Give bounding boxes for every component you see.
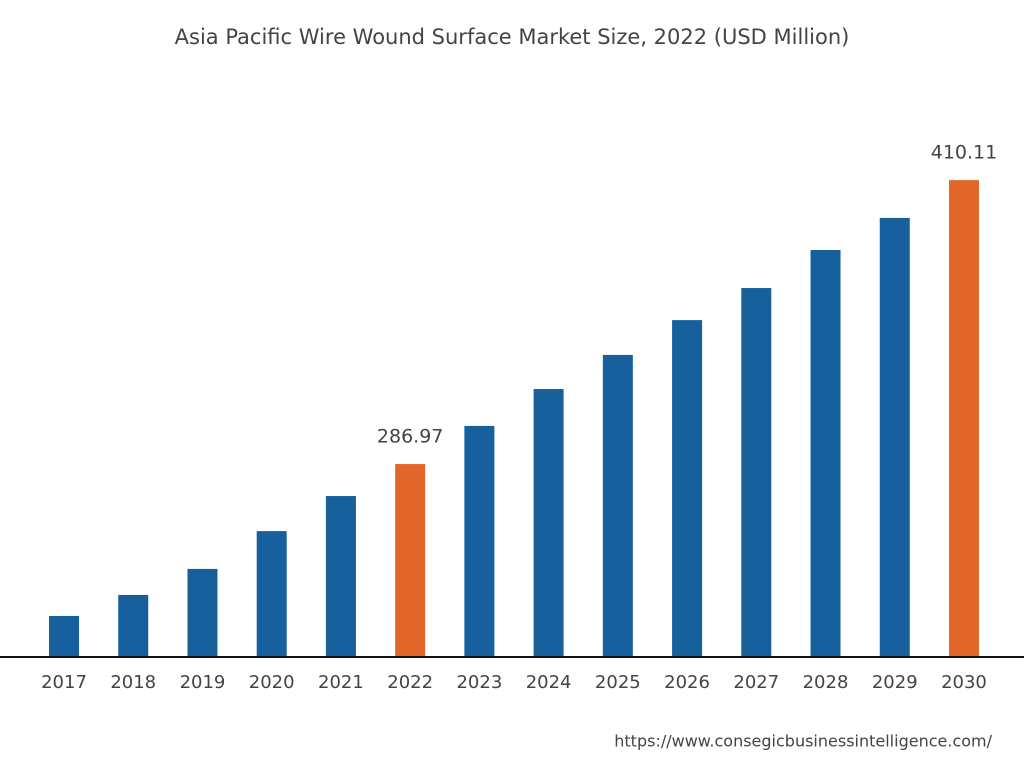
x-tick-label: 2028 (803, 672, 849, 693)
bar (602, 354, 633, 657)
x-tick-label: 2020 (249, 672, 295, 693)
bar (325, 496, 356, 657)
x-tick-label: 2021 (318, 672, 364, 693)
x-tick-label: 2025 (595, 672, 641, 693)
bar (810, 249, 841, 657)
bar (187, 568, 218, 657)
x-tick-label: 2022 (387, 672, 433, 693)
bar (118, 594, 149, 657)
x-tick-label: 2018 (110, 672, 156, 693)
bar (49, 615, 80, 657)
x-tick-label: 2017 (41, 672, 87, 693)
x-tick-label: 2029 (872, 672, 918, 693)
bar (672, 320, 703, 657)
x-tick-label: 2026 (664, 672, 710, 693)
bar (395, 464, 426, 657)
x-tick-label: 2024 (526, 672, 572, 693)
bar (256, 531, 287, 657)
x-tick-label: 2027 (733, 672, 779, 693)
bar (533, 389, 564, 657)
bar (741, 288, 772, 657)
bar (464, 425, 495, 657)
x-tick-label: 2030 (941, 672, 987, 693)
source-link: https://www.consegicbusinessintelligence… (614, 732, 992, 751)
x-tick-label: 2023 (456, 672, 502, 693)
x-tick-label: 2019 (180, 672, 226, 693)
value-label: 410.11 (931, 142, 997, 164)
value-label: 286.97 (377, 426, 443, 448)
chart-title: Asia Pacific Wire Wound Surface Market S… (175, 25, 850, 49)
bar (948, 180, 979, 657)
bar (879, 217, 910, 657)
